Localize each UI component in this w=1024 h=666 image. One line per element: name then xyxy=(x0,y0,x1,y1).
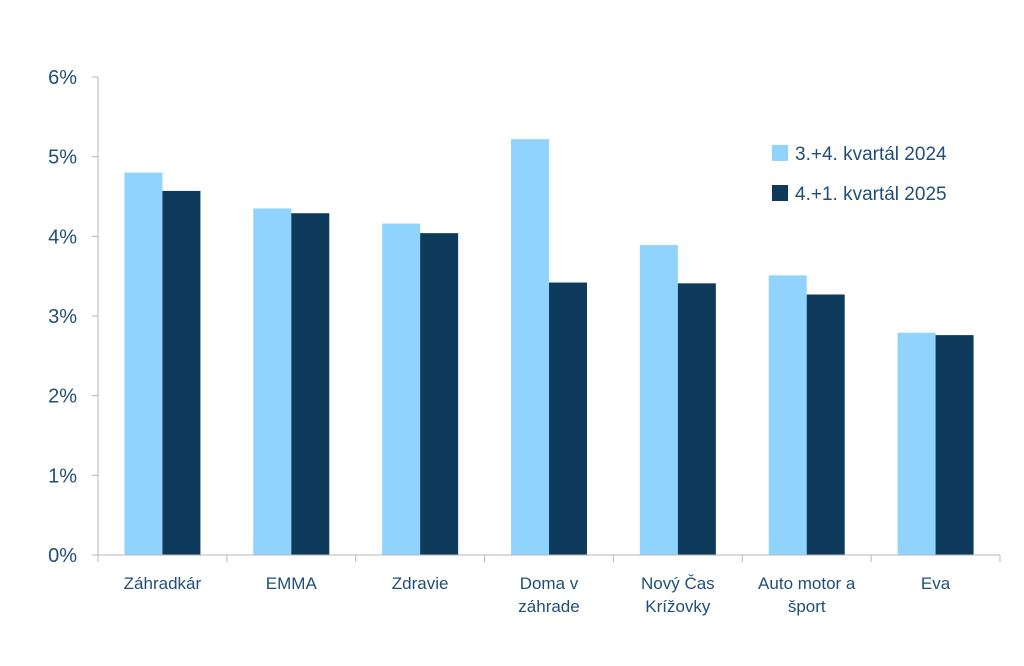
x-category-label: Doma v záhrade xyxy=(518,574,579,616)
x-category-label: Záhradkár xyxy=(124,574,202,593)
y-tick-label: 1% xyxy=(48,465,77,487)
bar-series-2 xyxy=(935,335,974,555)
bar-series-1 xyxy=(124,172,163,555)
bar-series-2 xyxy=(806,294,845,555)
bar-series-1 xyxy=(253,208,292,555)
legend-swatch xyxy=(772,145,788,161)
bar-series-2 xyxy=(677,283,716,555)
y-tick-label: 3% xyxy=(48,306,77,328)
x-axis: Záhradkár EMMA Zdravie Doma v záhrade Nový Ča… xyxy=(97,554,1001,616)
y-tick-label: 0% xyxy=(48,545,77,567)
x-category-label: EMMA xyxy=(266,574,318,593)
bar-series-1 xyxy=(768,275,807,555)
bar-series-1 xyxy=(382,223,421,555)
y-tick-label: 6% xyxy=(48,67,77,89)
y-axis: 0% 1% 2% 3% 4% 5% 6% xyxy=(48,67,99,567)
bar-series-2 xyxy=(291,213,330,556)
bar-series-1 xyxy=(511,139,549,555)
legend-label: 3.+4. kvartál 2024 xyxy=(795,144,947,165)
y-tick-label: 5% xyxy=(48,147,77,169)
x-category-label: Eva xyxy=(921,574,951,593)
legend-swatch xyxy=(772,185,788,201)
bar-series-1 xyxy=(897,332,936,555)
y-tick-label: 4% xyxy=(48,226,77,248)
y-tick-label: 2% xyxy=(48,386,77,408)
bar-series-1 xyxy=(639,245,678,555)
legend-label: 4.+1. kvartál 2025 xyxy=(795,184,947,205)
x-category-label: Zdravie xyxy=(392,574,449,593)
x-category-label: Nový Čas Krížovky xyxy=(641,574,715,616)
bar-series-2 xyxy=(420,233,459,555)
legend: 3.+4. kvartál 2024 4.+1. kvartál 2025 xyxy=(772,144,947,205)
bar-series-2 xyxy=(162,190,201,555)
x-category-label: Auto motor a šport xyxy=(758,574,856,616)
bar-series-2 xyxy=(549,282,587,555)
bars xyxy=(124,139,974,556)
